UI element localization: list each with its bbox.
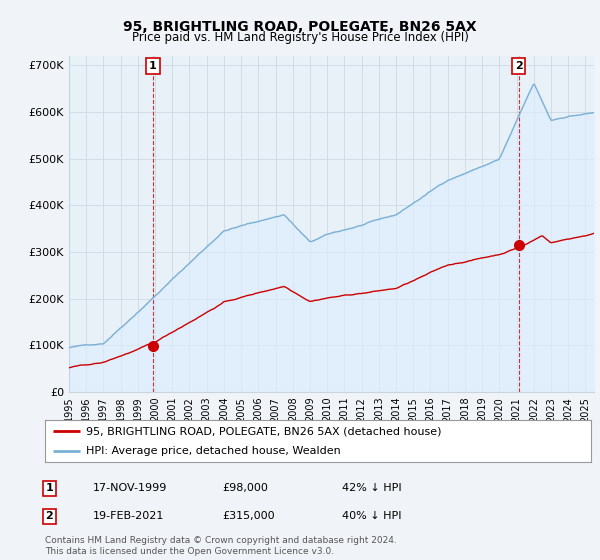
Text: 95, BRIGHTLING ROAD, POLEGATE, BN26 5AX: 95, BRIGHTLING ROAD, POLEGATE, BN26 5AX bbox=[123, 20, 477, 34]
Text: Contains HM Land Registry data © Crown copyright and database right 2024.
This d: Contains HM Land Registry data © Crown c… bbox=[45, 536, 397, 556]
Text: 95, BRIGHTLING ROAD, POLEGATE, BN26 5AX (detached house): 95, BRIGHTLING ROAD, POLEGATE, BN26 5AX … bbox=[86, 426, 442, 436]
Text: 2: 2 bbox=[515, 61, 523, 71]
Text: £315,000: £315,000 bbox=[222, 511, 275, 521]
Text: 17-NOV-1999: 17-NOV-1999 bbox=[93, 483, 167, 493]
Text: 42% ↓ HPI: 42% ↓ HPI bbox=[342, 483, 401, 493]
Text: £98,000: £98,000 bbox=[222, 483, 268, 493]
Text: 19-FEB-2021: 19-FEB-2021 bbox=[93, 511, 164, 521]
Text: 2: 2 bbox=[46, 511, 53, 521]
Text: HPI: Average price, detached house, Wealden: HPI: Average price, detached house, Weal… bbox=[86, 446, 341, 456]
Text: 40% ↓ HPI: 40% ↓ HPI bbox=[342, 511, 401, 521]
Text: 1: 1 bbox=[46, 483, 53, 493]
Text: 1: 1 bbox=[149, 61, 157, 71]
Text: Price paid vs. HM Land Registry's House Price Index (HPI): Price paid vs. HM Land Registry's House … bbox=[131, 31, 469, 44]
